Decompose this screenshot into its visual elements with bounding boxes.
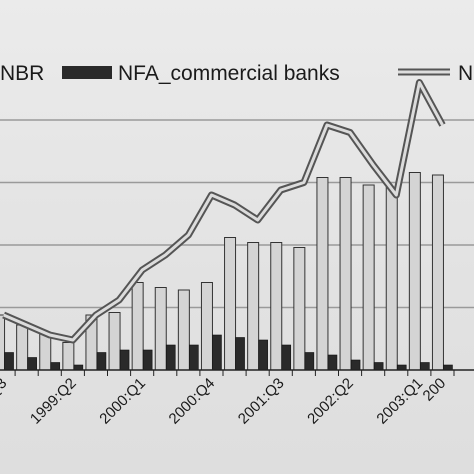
legend: NBR NFA_commercial banks N [0, 62, 473, 85]
line-series [2, 79, 446, 344]
bar-nfa-12 [281, 344, 292, 371]
bar-nbr-17 [385, 187, 398, 371]
x-tick-label-7: 200 [420, 375, 450, 405]
bar-nfa-15 [350, 359, 361, 371]
bar-nbr-11 [247, 242, 260, 371]
legend-swatch-nfa [62, 66, 112, 79]
bar-nbr-6 [131, 282, 144, 371]
x-tick-label-1: 1999:Q2 [27, 375, 80, 428]
bar-nfa-18 [420, 362, 430, 371]
bar-nbr-18 [408, 172, 421, 371]
bar-nfa-14 [327, 354, 338, 371]
x-tick-label-6: 2003:Q1 [373, 375, 426, 428]
bar-nbr-3 [62, 342, 75, 371]
bar-nfa-16 [373, 362, 384, 371]
bar-nbr-0 [0, 314, 6, 371]
legend-label-n: N [458, 62, 473, 85]
bar-nbr-13 [293, 247, 306, 371]
bar-nbr-10 [224, 237, 237, 371]
bar-nfa-13 [304, 352, 315, 371]
bar-nbr-8 [177, 289, 190, 371]
bar-nfa-1 [27, 357, 37, 371]
bar-nfa-4 [96, 352, 107, 371]
bar-nfa-10 [235, 337, 245, 371]
bar-nfa-8 [189, 344, 199, 371]
x-tick-label-5: 2002:Q2 [304, 375, 357, 428]
x-tick-label-4: 2001:Q3 [235, 375, 288, 428]
bar-nfa-5 [119, 349, 130, 371]
line-n-outer [2, 79, 446, 344]
legend-label-nfa: NFA_commercial banks [118, 62, 340, 85]
bar-nfa-6 [142, 349, 153, 371]
bar-nbr-5 [108, 312, 121, 371]
bar-nbr-1 [16, 324, 29, 371]
x-tick-label-3: 2000:Q4 [166, 375, 219, 428]
bar-nfa-9 [212, 334, 222, 371]
x-tick-label-0: 98:Q3 [0, 375, 10, 416]
bar-series [0, 172, 453, 371]
bar-nfa-11 [258, 339, 268, 371]
bar-nbr-14 [316, 177, 329, 371]
line-n-inner [3, 81, 444, 342]
x-axis [0, 369, 474, 376]
bar-nbr-16 [362, 184, 375, 371]
bar-nfa-7 [165, 344, 176, 371]
x-tick-label-2: 2000:Q1 [96, 375, 149, 428]
bar-nbr-12 [270, 242, 283, 371]
bar-nbr-19 [431, 174, 444, 371]
bar-nbr-9 [200, 282, 213, 371]
bar-nfa-0 [4, 352, 14, 371]
bar-nfa-2 [50, 362, 61, 371]
x-tick-labels: 98:Q3 1999:Q2 2000:Q1 2000:Q4 2001:Q3 2002:Q2… [0, 375, 449, 428]
bar-nbr-7 [154, 287, 167, 371]
bar-nbr-15 [339, 177, 352, 371]
legend-label-nbr: NBR [0, 62, 44, 85]
